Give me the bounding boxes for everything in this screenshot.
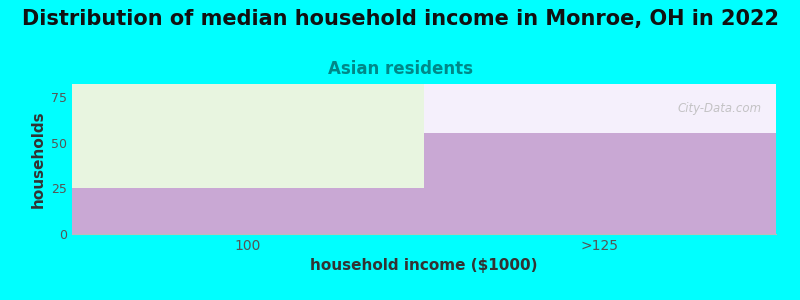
Text: Distribution of median household income in Monroe, OH in 2022: Distribution of median household income … xyxy=(22,9,778,29)
Text: Asian residents: Asian residents xyxy=(327,60,473,78)
X-axis label: household income ($1000): household income ($1000) xyxy=(310,258,538,273)
Text: City-Data.com: City-Data.com xyxy=(678,102,762,115)
Bar xyxy=(72,84,424,188)
Bar xyxy=(72,188,424,234)
Y-axis label: households: households xyxy=(30,110,46,208)
Bar xyxy=(424,134,776,234)
Bar xyxy=(424,84,776,134)
